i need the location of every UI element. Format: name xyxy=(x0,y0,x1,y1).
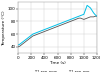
T 1 exp_num xyxy=(70,21,71,22)
T 1 exp_num xyxy=(42,32,43,33)
T 1 exp_exp xyxy=(77,16,78,17)
T 1 exp_num xyxy=(58,25,60,26)
T 1 exp_exp xyxy=(26,39,27,40)
T 1 exp_num xyxy=(52,28,53,29)
T 1 exp_exp xyxy=(90,7,91,8)
T 1 exp_num xyxy=(64,23,65,24)
T 1 exp_num xyxy=(86,18,88,19)
T 1 exp_exp xyxy=(40,30,42,31)
T 1 exp_exp xyxy=(32,34,33,35)
T 1 exp_exp xyxy=(55,25,56,26)
T 1 exp_exp xyxy=(67,20,68,21)
T 1 exp_num xyxy=(85,18,86,19)
T 1 exp_num xyxy=(96,16,98,17)
T 1 exp_exp xyxy=(78,16,80,17)
T 1 exp_num xyxy=(19,46,20,47)
Line: T 1 exp_num: T 1 exp_num xyxy=(18,16,97,47)
T 1 exp_exp xyxy=(60,23,61,24)
T 1 exp_exp xyxy=(19,44,20,45)
T 1 exp_num xyxy=(57,26,58,27)
T 1 exp_exp xyxy=(75,17,76,18)
T 1 exp_exp xyxy=(50,27,52,28)
T 1 exp_num xyxy=(27,39,28,40)
T 1 exp_num xyxy=(72,20,73,21)
T 1 exp_num xyxy=(44,31,45,32)
Y-axis label: Temperature (°C): Temperature (°C) xyxy=(2,10,6,46)
T 1 exp_num xyxy=(60,25,61,26)
T 1 exp_num xyxy=(24,42,25,43)
T 1 exp_num xyxy=(26,41,27,42)
X-axis label: Time (s): Time (s) xyxy=(49,61,66,65)
T 1 exp_exp xyxy=(62,22,63,23)
T 1 exp_exp xyxy=(95,14,96,15)
T 1 exp_exp xyxy=(31,35,32,36)
T 1 exp_num xyxy=(83,19,84,20)
T 1 exp_num xyxy=(49,29,50,30)
T 1 exp_num xyxy=(65,23,66,24)
T 1 exp_num xyxy=(67,22,68,23)
T 1 exp_num xyxy=(88,17,89,18)
Line: T 1 exp_exp: T 1 exp_exp xyxy=(18,5,97,45)
T 1 exp_exp xyxy=(65,21,66,22)
T 1 exp_exp xyxy=(73,18,75,19)
T 1 exp_exp xyxy=(85,9,86,10)
T 1 exp_exp xyxy=(29,36,30,37)
T 1 exp_exp xyxy=(54,25,55,26)
T 1 exp_num xyxy=(90,16,91,17)
T 1 exp_exp xyxy=(58,23,60,24)
T 1 exp_exp xyxy=(70,19,71,20)
T 1 exp_exp xyxy=(34,33,35,34)
T 1 exp_num xyxy=(62,24,63,25)
T 1 exp_exp xyxy=(22,41,24,42)
T 1 exp_num xyxy=(54,27,55,28)
T 1 exp_num xyxy=(17,46,19,47)
T 1 exp_num xyxy=(22,43,24,44)
T 1 exp_exp xyxy=(47,28,48,29)
T 1 exp_exp xyxy=(86,5,88,6)
T 1 exp_num xyxy=(40,32,42,33)
T 1 exp_exp xyxy=(36,32,37,33)
T 1 exp_num xyxy=(55,27,56,28)
T 1 exp_exp xyxy=(52,26,53,27)
T 1 exp_exp xyxy=(37,32,38,33)
T 1 exp_num xyxy=(45,30,47,31)
T 1 exp_exp xyxy=(57,24,58,25)
T 1 exp_num xyxy=(39,33,40,34)
T 1 exp_num xyxy=(47,30,48,31)
T 1 exp_num xyxy=(77,18,78,19)
T 1 exp_num xyxy=(82,18,83,19)
T 1 exp_num xyxy=(80,18,81,19)
T 1 exp_exp xyxy=(72,18,73,19)
T 1 exp_num xyxy=(93,16,94,17)
T 1 exp_num xyxy=(37,34,38,35)
T 1 exp_exp xyxy=(82,14,83,15)
T 1 exp_exp xyxy=(42,30,43,31)
T 1 exp_exp xyxy=(83,14,84,15)
T 1 exp_exp xyxy=(49,27,50,28)
T 1 exp_exp xyxy=(39,31,40,32)
T 1 exp_exp xyxy=(24,40,25,41)
T 1 exp_exp xyxy=(92,10,93,11)
T 1 exp_num xyxy=(29,38,30,39)
T 1 exp_exp xyxy=(44,29,45,30)
T 1 exp_num xyxy=(31,37,32,38)
T 1 exp_num xyxy=(78,18,80,19)
T 1 exp_exp xyxy=(96,16,98,17)
T 1 exp_exp xyxy=(80,15,81,16)
T 1 exp_num xyxy=(36,34,37,35)
T 1 exp_num xyxy=(34,35,35,36)
T 1 exp_exp xyxy=(88,6,89,7)
T 1 exp_num xyxy=(75,19,76,20)
Legend: T 1 exp_num, T 1 exp_exp: T 1 exp_num, T 1 exp_exp xyxy=(25,69,90,72)
T 1 exp_num xyxy=(92,16,93,17)
T 1 exp_num xyxy=(95,16,96,17)
